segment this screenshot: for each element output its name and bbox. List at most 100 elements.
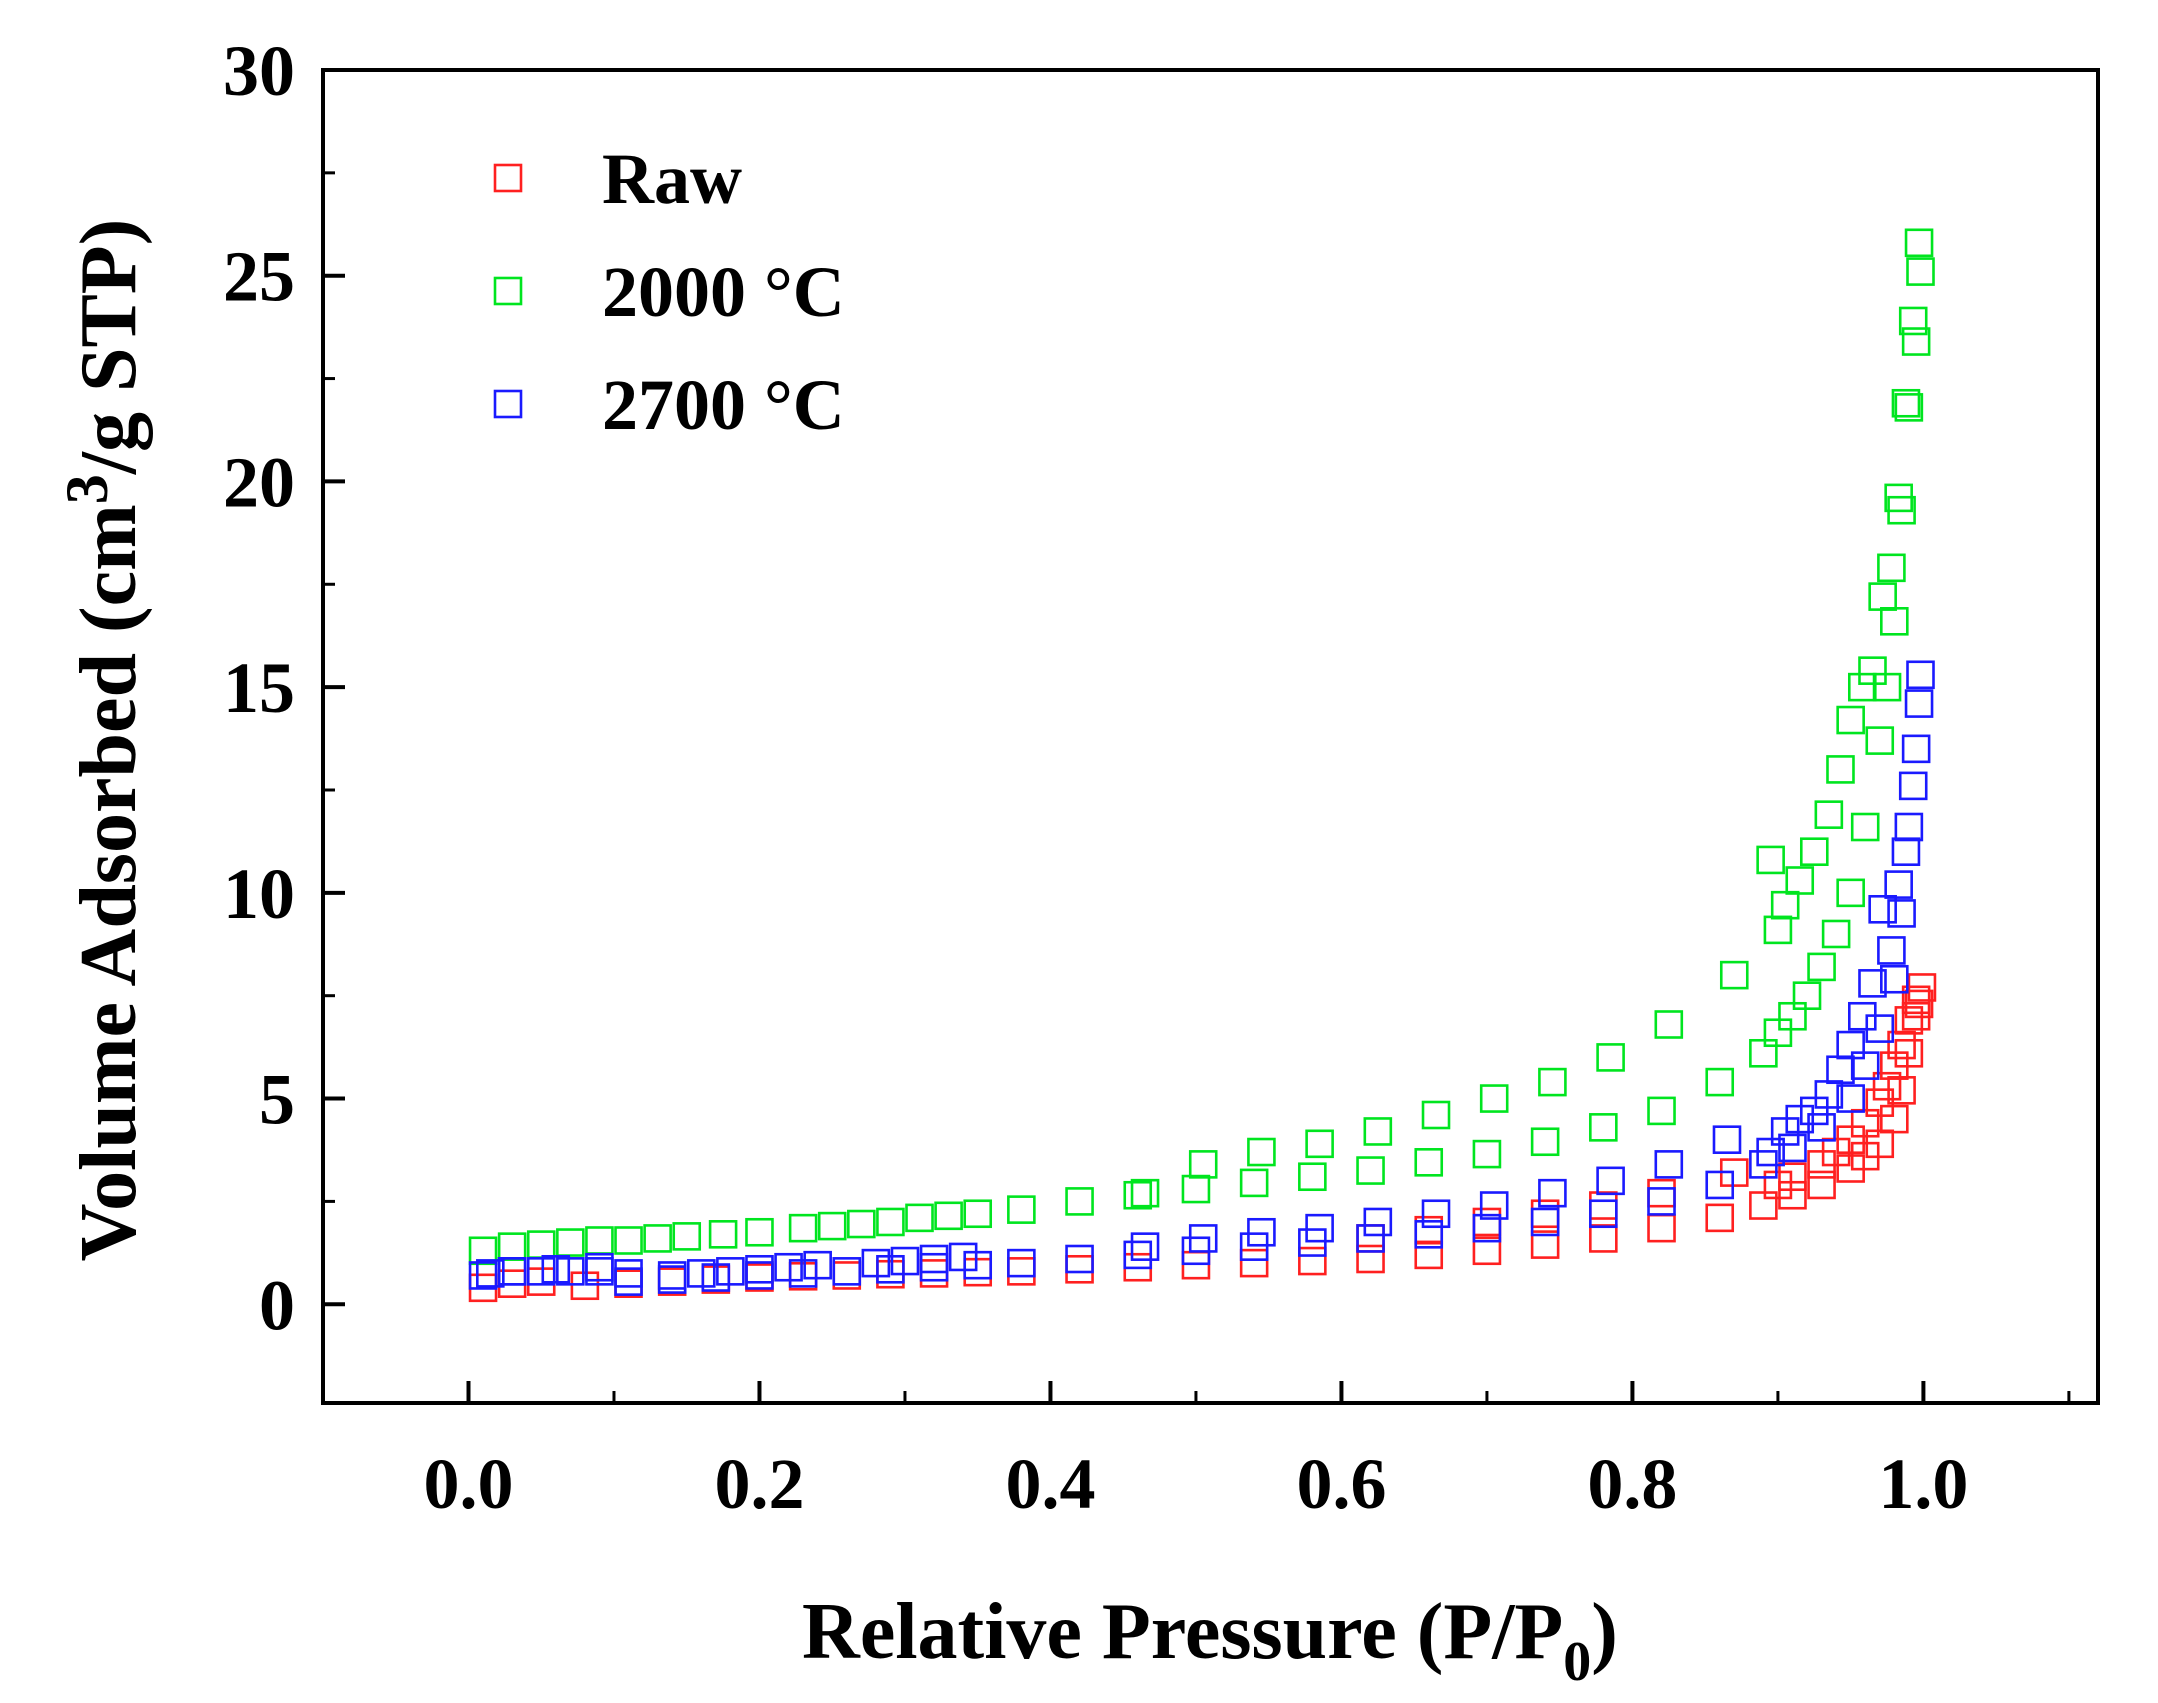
marker-2700-c bbox=[1647, 1187, 1676, 1216]
marker-2700-c bbox=[1858, 969, 1887, 998]
marker-2000-c bbox=[1778, 1001, 1807, 1031]
marker-raw bbox=[1589, 1191, 1618, 1220]
marker-2000-c bbox=[1880, 607, 1909, 636]
marker-2700-c bbox=[1589, 1199, 1618, 1229]
marker-2700-c bbox=[497, 1257, 527, 1286]
marker-2700-c bbox=[1901, 734, 1931, 764]
marker-raw bbox=[1872, 1071, 1902, 1101]
marker-2000-c bbox=[1414, 1148, 1444, 1177]
marker-2000-c bbox=[934, 1201, 963, 1231]
marker-2700-c bbox=[1123, 1240, 1153, 1270]
marker-2000-c bbox=[1647, 1096, 1676, 1126]
marker-2000-c bbox=[847, 1209, 876, 1239]
marker-2000-c bbox=[1807, 952, 1836, 982]
marker-2700-c bbox=[1530, 1207, 1560, 1237]
marker-2000-c bbox=[708, 1220, 738, 1249]
marker-2700-c bbox=[476, 1259, 505, 1288]
marker-2700-c bbox=[1188, 1224, 1218, 1253]
marker-2700-c bbox=[919, 1252, 949, 1282]
marker-raw bbox=[1749, 1191, 1778, 1220]
marker-2000-c bbox=[1884, 483, 1913, 513]
marker-2000-c bbox=[1858, 656, 1887, 685]
marker-raw bbox=[1298, 1246, 1327, 1276]
marker-2000-c bbox=[1596, 1043, 1625, 1072]
marker-2000-c bbox=[1865, 726, 1895, 755]
marker-2000-c bbox=[1898, 306, 1928, 336]
marker-2000-c bbox=[1130, 1178, 1160, 1208]
marker-2700-c bbox=[1868, 894, 1897, 924]
marker-2700-c bbox=[614, 1259, 643, 1288]
marker-2700-c bbox=[919, 1244, 949, 1274]
marker-raw bbox=[1880, 1104, 1909, 1134]
x-axis-ticks: 0.0 0.2 0.4 0.6 0.8 1.0 bbox=[423, 1381, 2071, 1524]
marker-2700-c bbox=[745, 1254, 774, 1284]
marker-2700-c bbox=[803, 1250, 832, 1280]
marker-2000-c bbox=[1239, 1168, 1269, 1198]
marker-2000-c bbox=[643, 1224, 672, 1253]
marker-2000-c bbox=[1785, 866, 1815, 895]
marker-2000-c bbox=[1836, 878, 1865, 908]
marker-2700-c bbox=[541, 1254, 571, 1284]
marker-raw bbox=[570, 1271, 600, 1301]
marker-raw bbox=[657, 1267, 687, 1296]
y-axis-title: Volume Adsorbed (cm3/g STP) bbox=[54, 219, 153, 1262]
marker-2000-c bbox=[1472, 1139, 1502, 1169]
marker-2700-c bbox=[1356, 1224, 1385, 1253]
marker-2700-c bbox=[1414, 1220, 1444, 1249]
marker-2000-c bbox=[1007, 1195, 1036, 1224]
y-tick-label: 20 bbox=[223, 442, 295, 522]
marker-2000-c bbox=[745, 1217, 774, 1247]
marker-2000-c bbox=[1356, 1156, 1385, 1185]
y-tick-label: 25 bbox=[223, 237, 295, 317]
marker-2000-c bbox=[1872, 672, 1902, 702]
x-tick-label: 0.6 bbox=[1296, 1444, 1386, 1524]
marker-2700-c bbox=[876, 1254, 905, 1284]
marker-2700-c bbox=[585, 1257, 614, 1286]
y-tick-label: 0 bbox=[259, 1265, 295, 1345]
marker-2000-c bbox=[876, 1207, 905, 1237]
marker-2000-c bbox=[1654, 1010, 1684, 1039]
marker-raw bbox=[1530, 1199, 1560, 1229]
marker-raw bbox=[1807, 1150, 1836, 1179]
marker-2000-c bbox=[497, 1232, 527, 1261]
marker-2000-c bbox=[1705, 1067, 1735, 1097]
marker-2000-c bbox=[672, 1222, 702, 1251]
marker-2000-c bbox=[1363, 1117, 1393, 1146]
marker-2000-c bbox=[1901, 327, 1931, 356]
marker-raw bbox=[1865, 1088, 1895, 1117]
marker-2700-c bbox=[701, 1263, 731, 1292]
y-tick-label: 5 bbox=[259, 1060, 295, 1140]
marker-raw bbox=[1007, 1257, 1036, 1286]
marker-2700-c bbox=[1305, 1213, 1334, 1243]
marker-raw bbox=[1850, 1108, 1880, 1138]
marker-2700-c bbox=[1065, 1244, 1094, 1274]
marker-2000-c bbox=[1305, 1129, 1334, 1159]
marker-2000-c bbox=[1904, 228, 1934, 258]
marker-raw bbox=[1530, 1230, 1560, 1259]
marker-2000-c bbox=[1814, 800, 1844, 829]
marker-2000-c bbox=[1188, 1150, 1218, 1179]
marker-2000-c bbox=[468, 1236, 498, 1266]
marker-2000-c bbox=[1247, 1137, 1276, 1167]
data-markers bbox=[468, 228, 1937, 1303]
marker-2000-c bbox=[1181, 1174, 1211, 1204]
marker-2700-c bbox=[468, 1261, 498, 1290]
marker-2700-c bbox=[1472, 1213, 1502, 1243]
marker-2000-c bbox=[1906, 257, 1935, 286]
legend-label-2000-c: 2000 °C bbox=[602, 252, 845, 332]
marker-2700-c bbox=[657, 1261, 687, 1290]
marker-2000-c bbox=[963, 1199, 993, 1229]
legend: Raw 2000 °C 2700 °C bbox=[493, 139, 845, 445]
legend-marker-2700-c bbox=[493, 389, 523, 419]
marker-raw bbox=[1705, 1203, 1735, 1233]
marker-2700-c bbox=[1654, 1150, 1684, 1179]
x-tick-label: 0.8 bbox=[1587, 1444, 1677, 1524]
x-axis-title: Relative Pressure (P/P0) bbox=[802, 1588, 1618, 1693]
marker-2700-c bbox=[1848, 1001, 1877, 1031]
marker-2700-c bbox=[745, 1261, 774, 1290]
marker-2700-c bbox=[1887, 899, 1916, 928]
marker-2700-c bbox=[832, 1257, 862, 1286]
y-tick-label: 30 bbox=[223, 31, 295, 111]
marker-2000-c bbox=[1826, 755, 1855, 784]
